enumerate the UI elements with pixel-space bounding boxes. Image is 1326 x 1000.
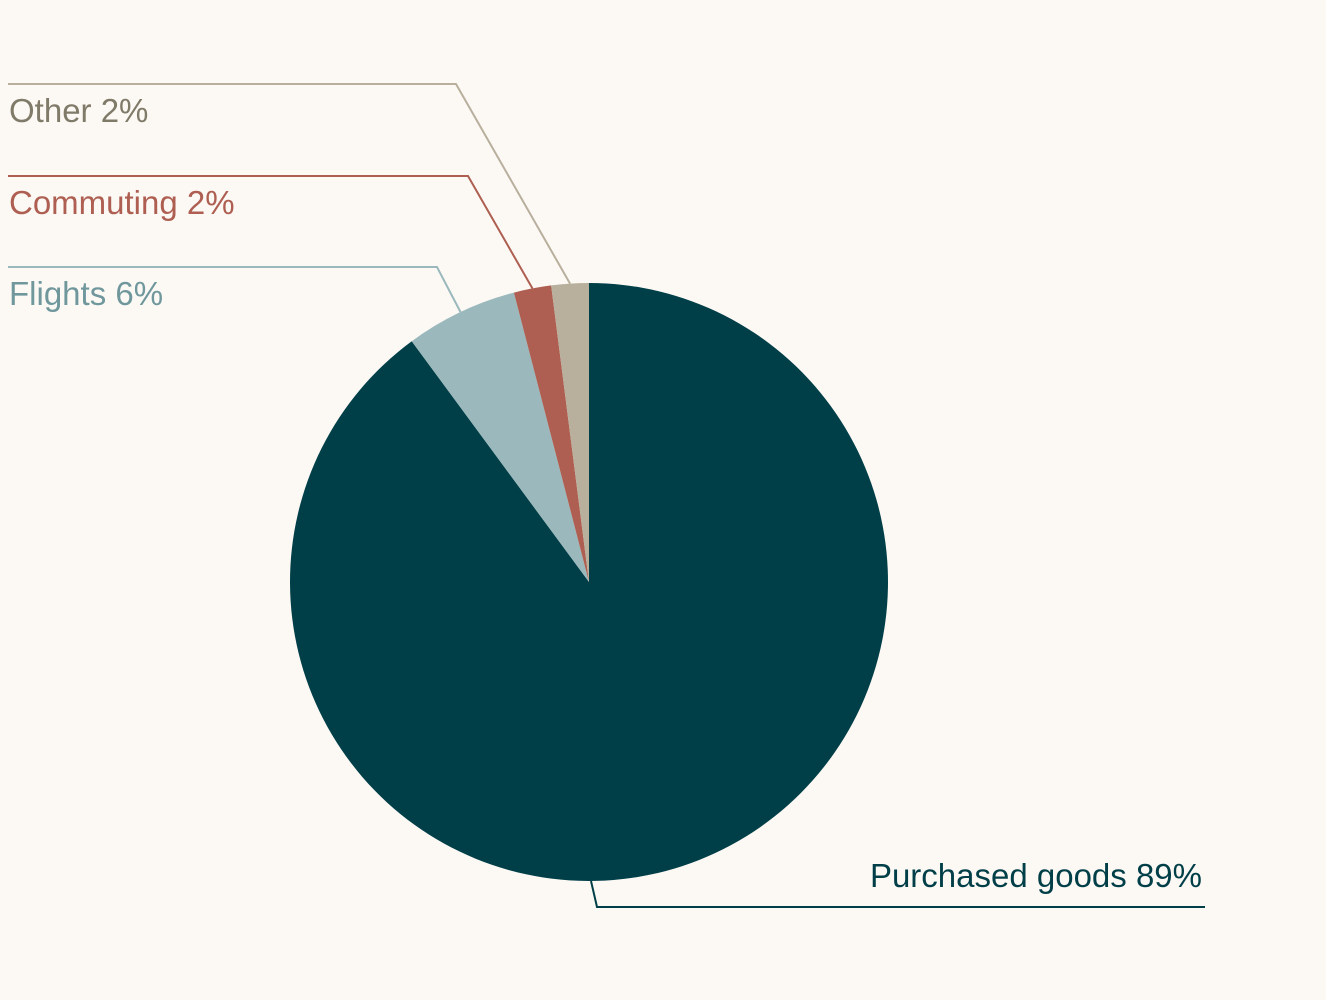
pie-slice-other xyxy=(551,283,589,582)
slice-labels: Purchased goods 89% Flights 6% Commuting 2… xyxy=(9,92,1202,894)
leader-line-commuting xyxy=(8,175,534,289)
leader-lines xyxy=(8,83,1205,908)
pie-slice-commuting xyxy=(513,285,589,582)
slice-label-other: Other 2% xyxy=(9,92,148,129)
leader-line-purchased-goods xyxy=(590,880,1205,908)
leader-line-flights xyxy=(8,266,462,313)
slice-label-purchased-goods: Purchased goods 89% xyxy=(870,857,1202,894)
leader-line-other xyxy=(8,83,571,285)
slice-label-flights: Flights 6% xyxy=(9,275,163,312)
pie-slice-flights xyxy=(411,292,589,582)
slice-label-commuting: Commuting 2% xyxy=(9,184,235,221)
pie-slices xyxy=(290,283,888,881)
